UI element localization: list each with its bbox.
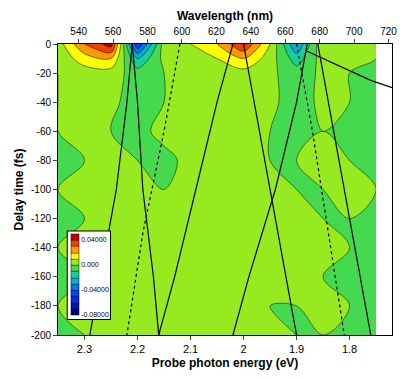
- svg-text:580: 580: [139, 26, 156, 37]
- svg-text:540: 540: [70, 26, 87, 37]
- svg-text:-80: -80: [37, 155, 52, 166]
- svg-text:Wavelength (nm): Wavelength (nm): [177, 9, 273, 23]
- svg-text:1.8: 1.8: [342, 343, 357, 355]
- svg-text:1.9: 1.9: [289, 343, 304, 355]
- svg-text:-60: -60: [37, 126, 52, 137]
- svg-text:-140: -140: [31, 242, 51, 253]
- svg-text:-200: -200: [31, 330, 51, 341]
- svg-text:-40: -40: [37, 97, 52, 108]
- svg-text:-0.04000: -0.04000: [81, 286, 109, 293]
- svg-text:660: 660: [277, 26, 294, 37]
- svg-text:0.04000: 0.04000: [81, 236, 106, 243]
- svg-text:-180: -180: [31, 300, 51, 311]
- svg-text:640: 640: [242, 26, 259, 37]
- svg-text:-100: -100: [31, 184, 51, 195]
- svg-text:600: 600: [174, 26, 191, 37]
- svg-text:620: 620: [208, 26, 225, 37]
- svg-text:560: 560: [105, 26, 122, 37]
- svg-text:-160: -160: [31, 271, 51, 282]
- svg-text:Probe photon energy (eV): Probe photon energy (eV): [152, 356, 299, 370]
- svg-text:2.1: 2.1: [183, 343, 198, 355]
- svg-text:2: 2: [240, 343, 246, 355]
- svg-text:-0.08000: -0.08000: [81, 311, 109, 318]
- svg-text:-20: -20: [37, 68, 52, 79]
- svg-text:2.3: 2.3: [77, 343, 92, 355]
- svg-text:-120: -120: [31, 213, 51, 224]
- svg-text:720: 720: [380, 26, 397, 37]
- svg-text:0: 0: [45, 39, 51, 50]
- svg-text:0.000: 0.000: [81, 261, 99, 268]
- svg-text:2.2: 2.2: [130, 343, 145, 355]
- svg-text:Delay time (fs): Delay time (fs): [12, 148, 26, 230]
- svg-text:680: 680: [311, 26, 328, 37]
- svg-text:700: 700: [346, 26, 363, 37]
